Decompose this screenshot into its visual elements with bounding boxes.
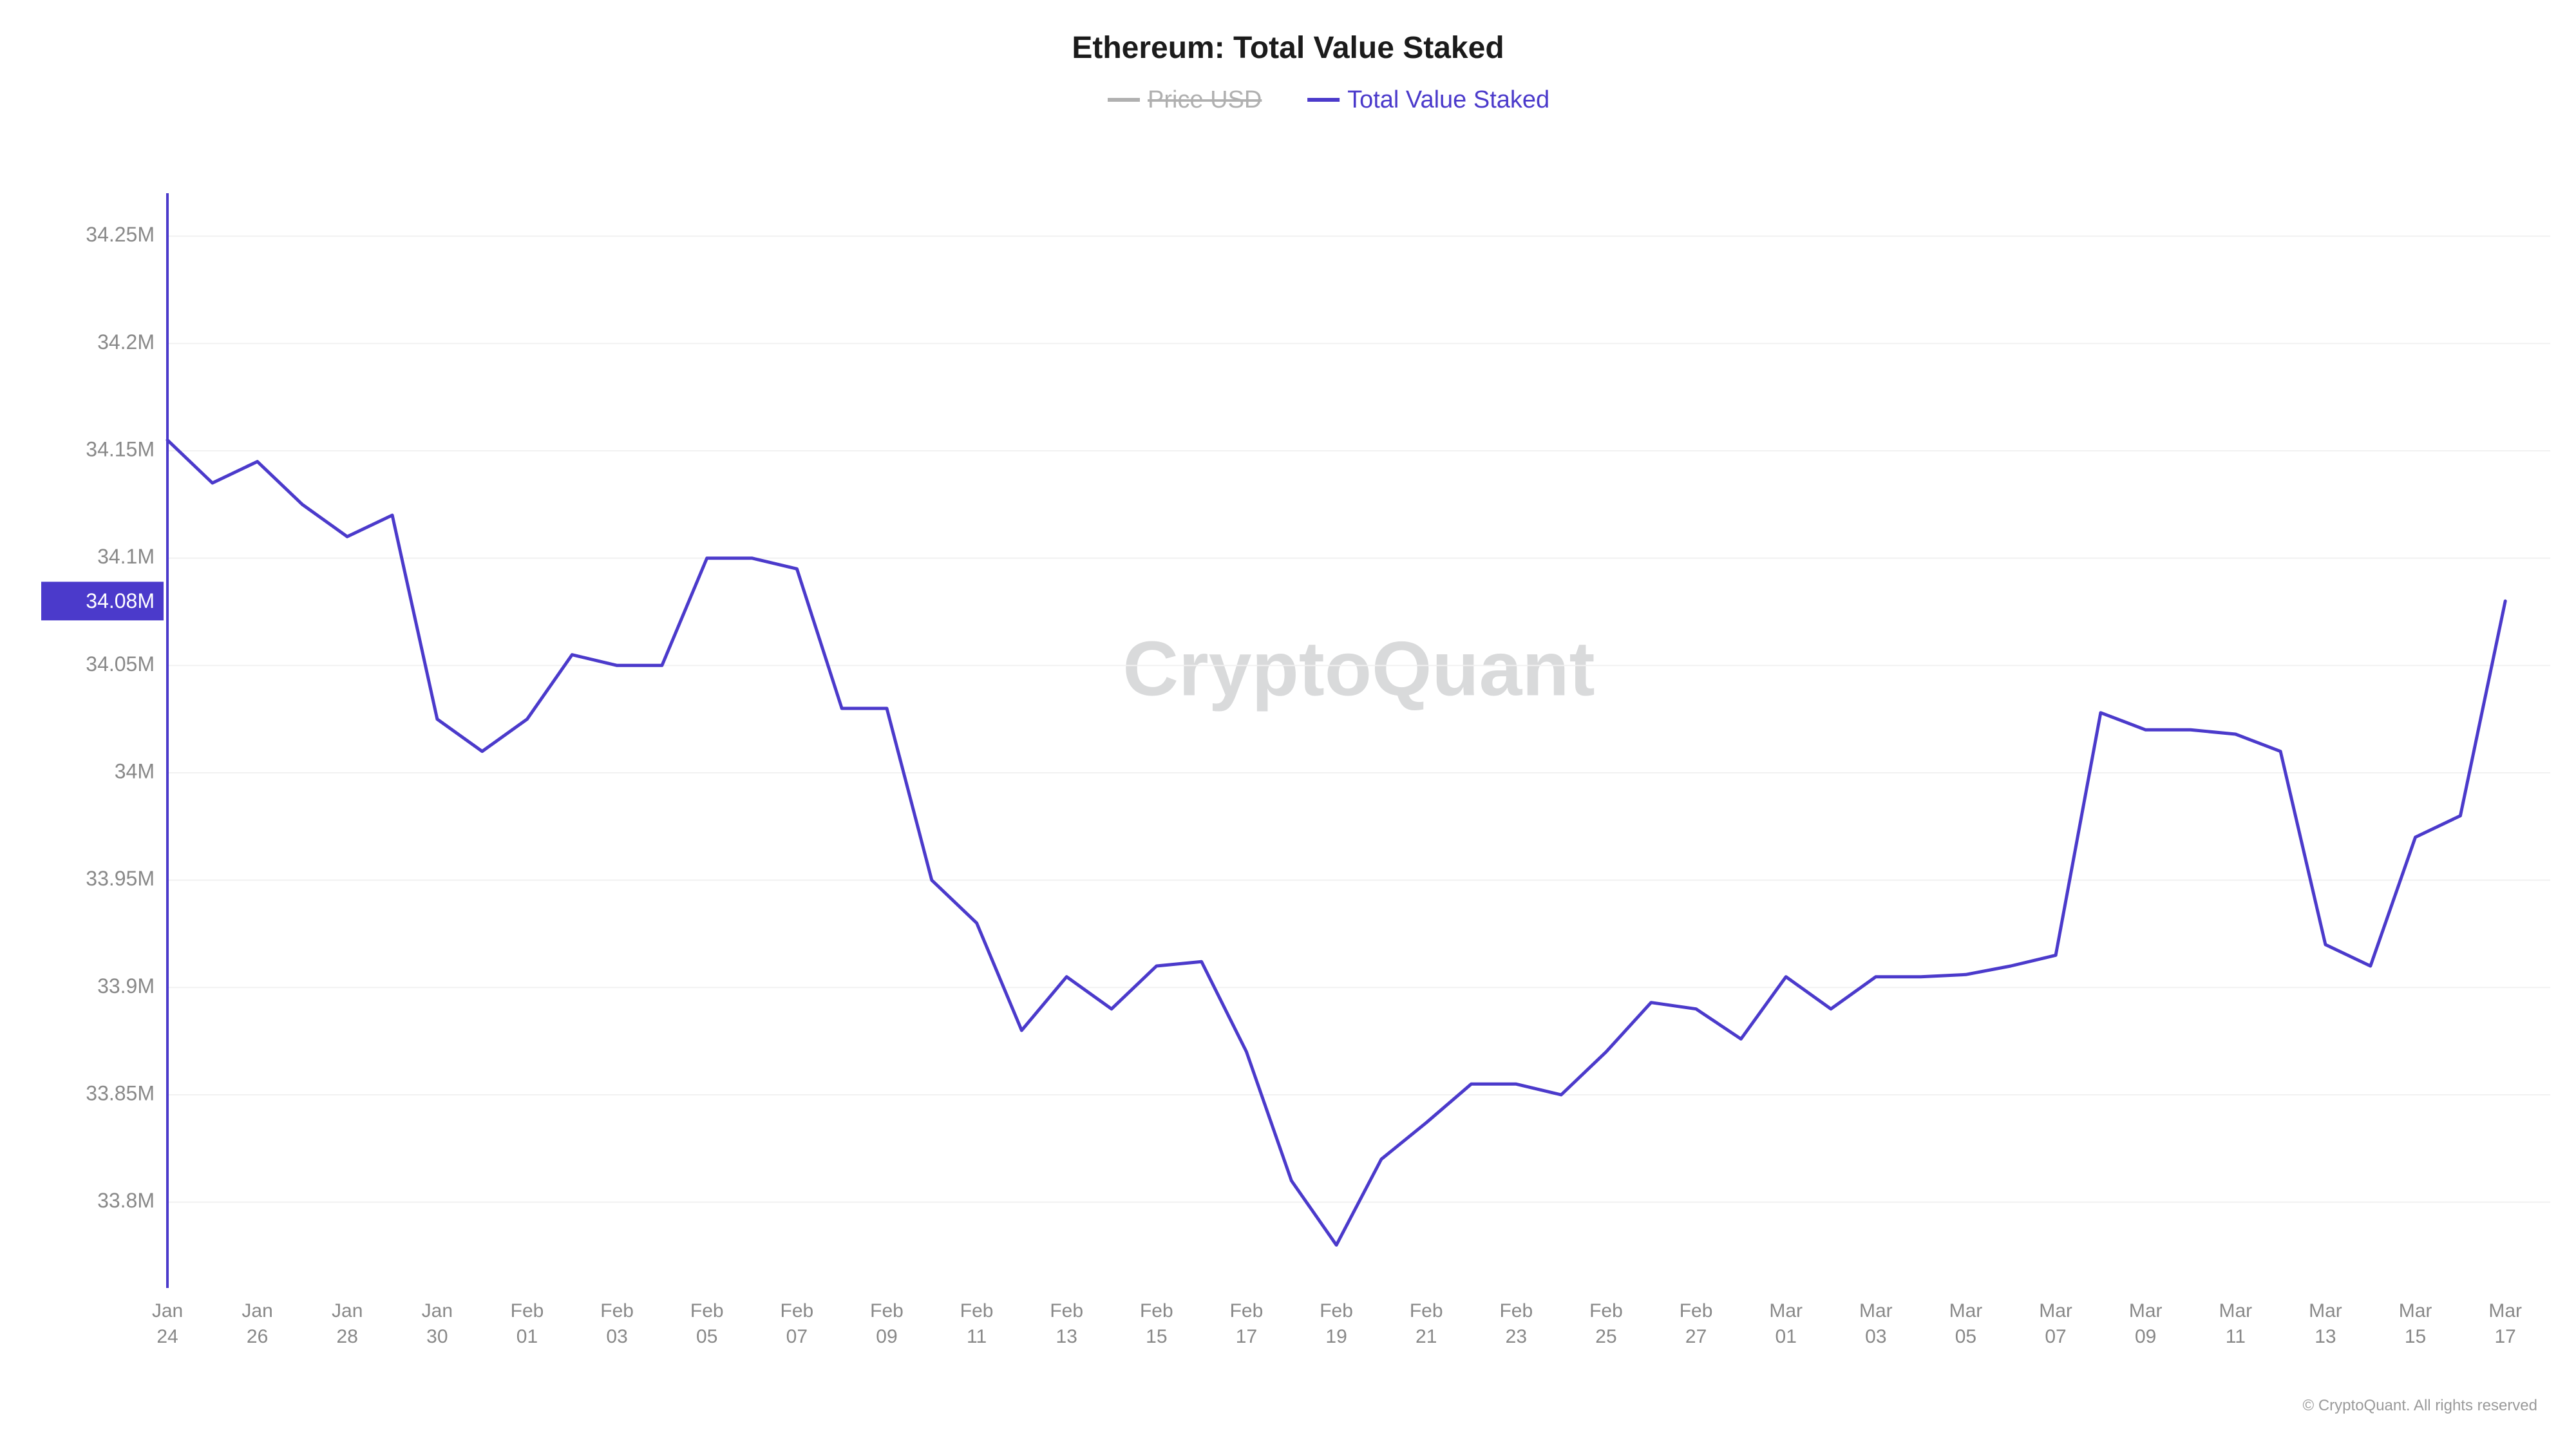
- svg-text:Mar: Mar: [2309, 1300, 2342, 1321]
- svg-text:23: 23: [1506, 1326, 1527, 1347]
- y-highlight-label: 34.08M: [86, 589, 155, 612]
- svg-text:Mar: Mar: [1949, 1300, 1983, 1321]
- svg-text:Feb: Feb: [1050, 1300, 1083, 1321]
- y-tick-label: 34.25M: [86, 223, 155, 246]
- svg-text:Feb: Feb: [960, 1300, 994, 1321]
- svg-text:17: 17: [2495, 1326, 2516, 1347]
- svg-text:Feb: Feb: [600, 1300, 634, 1321]
- svg-text:Feb: Feb: [781, 1300, 814, 1321]
- svg-text:Mar: Mar: [2488, 1300, 2522, 1321]
- chart-title: Ethereum: Total Value Staked: [1072, 31, 1504, 65]
- svg-text:25: 25: [1595, 1326, 1616, 1347]
- svg-text:05: 05: [696, 1326, 717, 1347]
- svg-text:Jan: Jan: [422, 1300, 453, 1321]
- svg-text:13: 13: [2315, 1326, 2336, 1347]
- svg-text:Jan: Jan: [152, 1300, 183, 1321]
- y-tick-label: 34.15M: [86, 437, 155, 460]
- svg-text:Feb: Feb: [1230, 1300, 1264, 1321]
- svg-text:Feb: Feb: [870, 1300, 904, 1321]
- svg-text:Mar: Mar: [2219, 1300, 2252, 1321]
- legend-label[interactable]: Total Value Staked: [1347, 86, 1549, 113]
- y-tick-label: 34.2M: [97, 330, 155, 354]
- svg-text:11: 11: [967, 1326, 987, 1347]
- svg-text:11: 11: [2226, 1326, 2246, 1347]
- svg-text:03: 03: [1865, 1326, 1886, 1347]
- svg-text:15: 15: [1146, 1326, 1167, 1347]
- svg-text:Feb: Feb: [690, 1300, 724, 1321]
- y-tick-label: 33.85M: [86, 1081, 155, 1104]
- svg-text:26: 26: [247, 1326, 268, 1347]
- svg-text:15: 15: [2405, 1326, 2426, 1347]
- svg-text:Mar: Mar: [2039, 1300, 2072, 1321]
- svg-text:01: 01: [516, 1326, 538, 1347]
- svg-text:Feb: Feb: [511, 1300, 544, 1321]
- svg-text:09: 09: [876, 1326, 897, 1347]
- y-tick-label: 33.95M: [86, 867, 155, 890]
- svg-text:28: 28: [337, 1326, 358, 1347]
- svg-text:Jan: Jan: [332, 1300, 363, 1321]
- svg-text:13: 13: [1056, 1326, 1077, 1347]
- svg-text:Feb: Feb: [1320, 1300, 1353, 1321]
- svg-text:09: 09: [2135, 1326, 2156, 1347]
- svg-text:Feb: Feb: [1589, 1300, 1623, 1321]
- svg-text:Feb: Feb: [1140, 1300, 1173, 1321]
- y-tick-label: 33.9M: [97, 974, 155, 998]
- svg-text:Mar: Mar: [1769, 1300, 1803, 1321]
- svg-text:24: 24: [156, 1326, 178, 1347]
- svg-text:01: 01: [1776, 1326, 1797, 1347]
- svg-text:21: 21: [1416, 1326, 1437, 1347]
- svg-text:05: 05: [1955, 1326, 1976, 1347]
- svg-text:17: 17: [1236, 1326, 1257, 1347]
- y-tick-label: 33.8M: [97, 1189, 155, 1212]
- svg-text:Feb: Feb: [1499, 1300, 1533, 1321]
- watermark: CryptoQuant: [1122, 626, 1595, 712]
- svg-text:Jan: Jan: [242, 1300, 272, 1321]
- y-tick-label: 34.05M: [86, 652, 155, 676]
- svg-text:30: 30: [426, 1326, 448, 1347]
- svg-text:19: 19: [1325, 1326, 1347, 1347]
- svg-text:Feb: Feb: [1680, 1300, 1713, 1321]
- chart-container: CryptoQuant 33.8M 33.85M 33.9M 33.95M 34M 34.0…: [0, 0, 2576, 1449]
- legend-label[interactable]: Price USD: [1148, 86, 1262, 113]
- svg-text:03: 03: [606, 1326, 627, 1347]
- svg-text:07: 07: [2045, 1326, 2066, 1347]
- svg-text:Feb: Feb: [1410, 1300, 1443, 1321]
- y-tick-label: 34.1M: [97, 545, 155, 568]
- svg-text:Mar: Mar: [1859, 1300, 1893, 1321]
- svg-text:Mar: Mar: [2129, 1300, 2163, 1321]
- svg-text:Mar: Mar: [2399, 1300, 2432, 1321]
- svg-text:07: 07: [786, 1326, 808, 1347]
- y-tick-label: 34M: [115, 759, 155, 782]
- svg-text:27: 27: [1685, 1326, 1707, 1347]
- copyright-text: © CryptoQuant. All rights reserved: [2303, 1397, 2538, 1414]
